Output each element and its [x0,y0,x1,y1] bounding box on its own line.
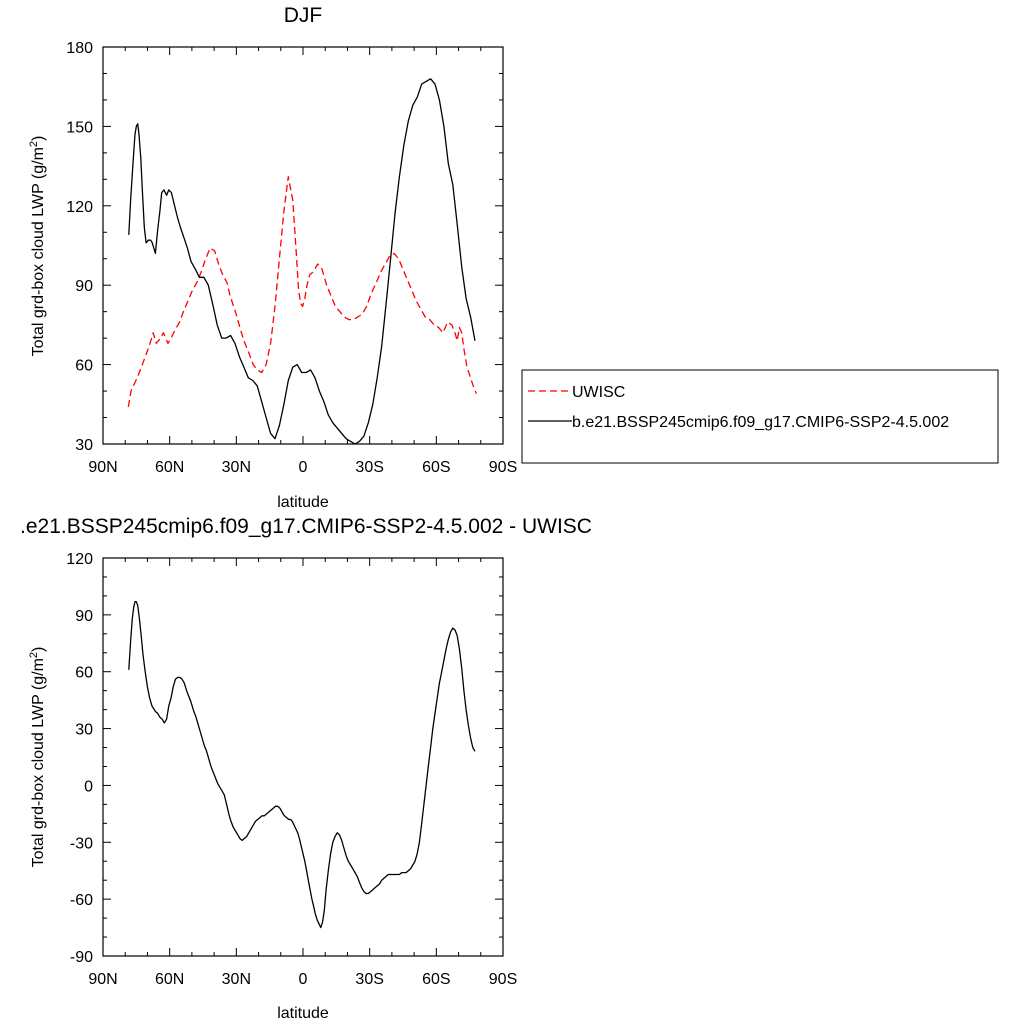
bottom-x-tick-label: 30N [222,971,251,988]
top-title: DJF [284,4,323,27]
bottom-x-tick-label: 0 [299,971,308,988]
legend-model-label: b.e21.BSSP245cmip6.f09_g17.CMIP6-SSP2-4.… [572,414,949,431]
top-x-tick-label: 30S [355,459,383,476]
bottom-x-tick-label: 60S [422,971,450,988]
bottom-plot-frame [102,557,504,957]
top-y-tick-label: 90 [75,278,93,295]
bottom-title: .e21.BSSP245cmip6.f09_g17.CMIP6-SSP2-4.5… [20,515,592,538]
top-y-tick-label: 150 [66,119,93,136]
top-plot-frame [102,46,504,445]
top-series-line-1 [128,78,476,445]
bottom-x-tick-label: 90N [88,971,117,988]
top-series-group [127,78,477,445]
bottom-x-tick-label: 30S [355,971,383,988]
bottom-y-tick-label: 30 [75,722,93,739]
bottom-y-tick-label: 120 [66,551,93,568]
top-legend: UWISC b.e21.BSSP245cmip6.f09_g17.CMIP6-S… [521,369,999,464]
bottom-y-tick-label: -90 [70,949,93,966]
top-x-axis-label: latitude [277,494,329,511]
top-x-tick-label: 30N [222,459,251,476]
top-x-tick-label: 0 [299,459,308,476]
top-series-line-0 [127,176,477,408]
bottom-series-line-0 [128,600,476,929]
bottom-y-tick-label: -30 [70,835,93,852]
legend-uwisc-label: UWISC [572,384,625,401]
top-y-tick-label: 60 [75,358,93,375]
top-y-tick-label: 120 [66,199,93,216]
top-x-tick-label: 60N [155,459,184,476]
bottom-y-tick-label: 0 [84,778,93,795]
top-x-tick-label: 90N [88,459,117,476]
top-y-tick-label: 30 [75,437,93,454]
bottom-y-tick-label: 90 [75,608,93,625]
bottom-y-tick-label: 60 [75,665,93,682]
top-y-axis-label: Total grd-box cloud LWP (g/m2) [28,136,47,357]
top-axes: 90N 60N 30N 0 30S 60S 90S 30 60 90 120 150 180 [66,40,517,476]
top-panel: DJF 90N 60N 30N 0 30S 60S 90S 30 60 90 120 150 180 l… [28,4,999,511]
bottom-x-tick-label: 90S [489,971,517,988]
bottom-axes: 90N 60N 30N 0 30S 60S 90S -90 -60 -30 0 30 60 90 120 [66,551,517,988]
bottom-panel: .e21.BSSP245cmip6.f09_g17.CMIP6-SSP2-4.5… [20,515,592,1022]
top-x-tick-label: 60S [422,459,450,476]
top-x-tick-label: 90S [489,459,517,476]
top-y-tick-label: 180 [66,40,93,57]
bottom-y-tick-label: -60 [70,892,93,909]
bottom-x-axis-label: latitude [277,1005,329,1022]
bottom-series-group [128,600,476,929]
bottom-y-axis-label: Total grd-box cloud LWP (g/m2) [28,647,47,868]
bottom-x-tick-label: 60N [155,971,184,988]
legend-box [521,369,999,464]
